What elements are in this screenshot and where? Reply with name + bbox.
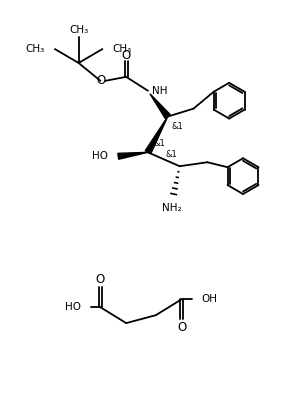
Text: CH₃: CH₃: [26, 44, 45, 54]
Text: O: O: [122, 48, 131, 61]
Text: &1: &1: [172, 121, 183, 130]
Text: O: O: [96, 273, 105, 286]
Polygon shape: [150, 94, 170, 119]
Text: HO: HO: [65, 302, 81, 312]
Polygon shape: [118, 152, 148, 159]
Text: HO: HO: [92, 151, 108, 161]
Text: NH₂: NH₂: [162, 203, 182, 213]
Text: NH: NH: [152, 86, 167, 96]
Text: &1: &1: [154, 139, 166, 149]
Text: O: O: [177, 321, 186, 334]
Polygon shape: [145, 117, 168, 154]
Text: OH: OH: [201, 294, 217, 304]
Text: O: O: [97, 74, 106, 87]
Text: CH₃: CH₃: [112, 44, 132, 54]
Text: &1: &1: [166, 150, 178, 159]
Text: CH₃: CH₃: [69, 25, 88, 35]
